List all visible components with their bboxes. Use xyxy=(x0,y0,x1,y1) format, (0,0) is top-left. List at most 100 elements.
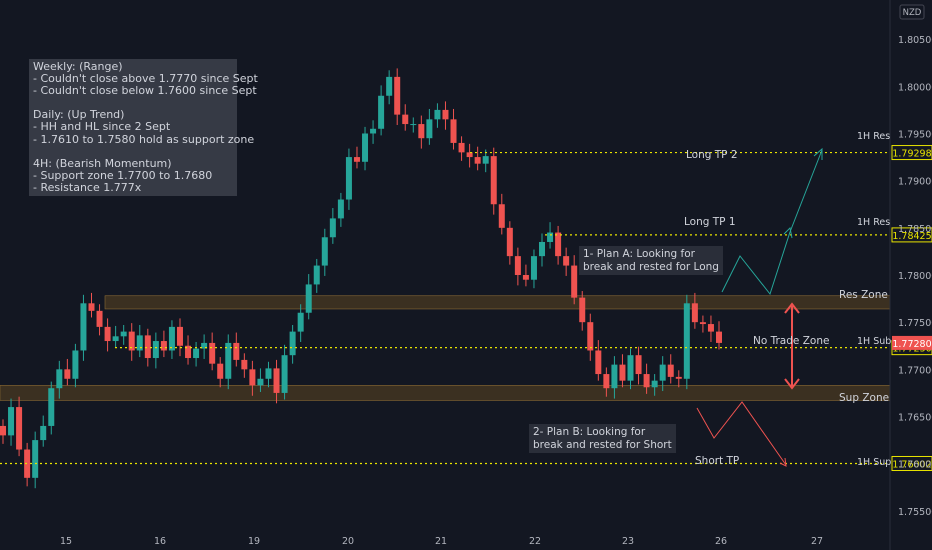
candle-body xyxy=(716,331,722,343)
candle-body xyxy=(595,350,602,375)
candle-body xyxy=(40,425,47,441)
candle-body xyxy=(458,142,465,153)
h4-line-1: - Support zone 1.7700 to 1.7680 xyxy=(33,168,213,182)
y-tick-label: 1.75500 xyxy=(898,507,932,518)
candles-layer xyxy=(0,68,722,489)
candle-body xyxy=(48,388,55,426)
plan-a-label: 1- Plan A: Looking for break and rested f… xyxy=(579,246,723,275)
candle-body xyxy=(217,363,224,379)
no-trade-arrow-bottom xyxy=(784,378,800,390)
res-zone-label: Res Zone xyxy=(839,289,888,301)
daily-line-1: - HH and HL since 2 Sept xyxy=(33,120,171,134)
candle-body xyxy=(667,364,674,377)
candle-body xyxy=(160,341,167,351)
candle-body xyxy=(305,284,312,313)
candle-body xyxy=(619,364,626,381)
candle-body xyxy=(362,133,369,162)
candle-body xyxy=(394,76,401,115)
candle-body xyxy=(144,335,151,359)
daily-line-2: - 1.7610 to 1.7580 hold as support zone xyxy=(33,132,255,146)
level-tag-box xyxy=(891,455,932,471)
short-tp-label: Short TP xyxy=(695,455,740,467)
analysis-note: Weekly: (Range) - Couldn't close above 1.… xyxy=(29,59,258,197)
candle-body xyxy=(176,326,183,346)
candle-body xyxy=(418,124,425,139)
candle-body xyxy=(547,232,554,242)
x-tick-label: 23 xyxy=(622,536,634,547)
y-tick-label: 1.80000 xyxy=(898,82,932,93)
x-tick-label: 22 xyxy=(529,536,541,547)
candle-body xyxy=(675,376,682,379)
plan-b-line-2: break and rested for Short xyxy=(533,438,672,451)
level-tag: 1.76002 xyxy=(892,459,931,470)
y-tick-label: 1.76000 xyxy=(898,460,932,471)
candle-body xyxy=(434,109,441,120)
candle-body xyxy=(466,152,473,158)
candle-body xyxy=(498,204,505,228)
candle-body xyxy=(490,156,497,205)
candle-body xyxy=(370,128,377,134)
candle-body xyxy=(281,355,288,393)
daily-title: Daily: (Up Trend) xyxy=(33,108,125,122)
candle-body xyxy=(64,369,71,379)
candle-body xyxy=(265,368,272,379)
candle-body xyxy=(56,369,63,389)
candle-body xyxy=(699,322,706,325)
candle-body xyxy=(530,256,537,280)
long-path-arrow-2 xyxy=(789,149,823,233)
candle-body xyxy=(72,350,79,379)
candle-body xyxy=(426,119,433,139)
currency-badge xyxy=(899,4,925,20)
y-tick-label: 1.79500 xyxy=(898,129,932,140)
y-tick-label: 1.78000 xyxy=(898,271,932,282)
h1-sup-label: 1H Sup xyxy=(857,457,892,468)
candle-body xyxy=(8,407,15,436)
long-tp2-label: Long TP 2 xyxy=(686,149,738,161)
level-tag: 1.79298 xyxy=(892,149,931,160)
h1-res-label-lower: 1H Res xyxy=(857,217,891,228)
candle-body xyxy=(474,157,481,164)
current-price-tag xyxy=(892,335,932,350)
candle-body xyxy=(273,368,280,393)
candle-body xyxy=(152,341,159,359)
x-tick-label: 21 xyxy=(435,536,447,547)
candle-body xyxy=(378,95,385,129)
candle-body xyxy=(514,256,521,275)
candle-body xyxy=(233,342,240,360)
candle-body xyxy=(128,331,135,351)
candle-body xyxy=(112,336,119,342)
candle-body xyxy=(410,124,417,126)
time-axis: 15 16 19 20 21 22 23 26 27 xyxy=(60,536,823,547)
candle-body xyxy=(571,265,578,298)
candle-body xyxy=(297,312,304,332)
candle-body xyxy=(506,227,513,257)
candle-body xyxy=(24,449,31,478)
no-trade-zone-label: No Trade Zone xyxy=(753,335,830,347)
candle-body xyxy=(313,265,320,285)
plan-b-label: 2- Plan B: Looking for break and rested f… xyxy=(529,424,676,453)
candle-body xyxy=(643,374,650,388)
candle-body xyxy=(88,303,95,311)
currency-label: NZD xyxy=(903,8,922,18)
candle-body xyxy=(209,342,216,364)
y-tick-label: 1.78500 xyxy=(898,224,932,235)
x-tick-label: 27 xyxy=(811,536,823,547)
zone-1 xyxy=(0,385,891,401)
y-tick-label: 1.76500 xyxy=(898,413,932,424)
candle-body xyxy=(683,303,690,379)
price-axis: 1.80500 1.80000 1.79500 1.79000 1.78500 1.780… xyxy=(889,0,932,550)
candle-body xyxy=(289,331,296,356)
candle-body xyxy=(104,326,111,342)
candle-body xyxy=(611,364,618,389)
candle-body xyxy=(659,364,666,381)
candle-body xyxy=(450,119,457,143)
y-tick-label: 1.80500 xyxy=(898,35,932,46)
candle-body xyxy=(321,237,328,266)
candle-body xyxy=(257,378,264,386)
candle-body xyxy=(241,359,248,370)
x-tick-label: 15 xyxy=(60,536,72,547)
plan-a-line-1: 1- Plan A: Looking for xyxy=(583,248,695,260)
weekly-line-1: - Couldn't close above 1.7770 since Sept xyxy=(33,72,258,86)
candle-body xyxy=(603,374,610,389)
